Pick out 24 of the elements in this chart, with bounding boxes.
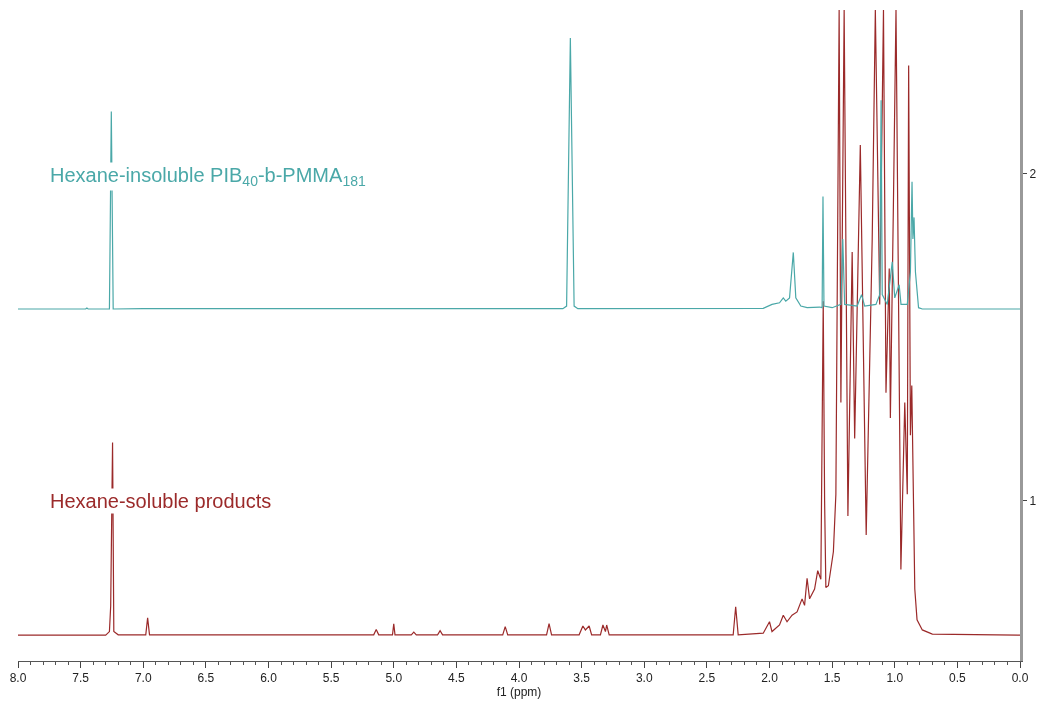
x-tick-label: 4.0 xyxy=(510,671,528,686)
x-tick-label: 4.5 xyxy=(448,671,466,686)
x-tick-label: 8.0 xyxy=(9,671,27,686)
x-tick-label: 5.0 xyxy=(385,671,403,686)
x-tick-label: 1.0 xyxy=(886,671,904,686)
x-tick-label: 1.5 xyxy=(823,671,841,686)
x-tick-label: 6.5 xyxy=(197,671,215,686)
x-tick-label: 0.0 xyxy=(1011,671,1029,686)
text: Hexane-insoluble PIB$_{40}$-b-PMMA$_{181}$ xyxy=(50,164,366,190)
x-tick-label: 5.5 xyxy=(322,671,340,686)
x-tick-label: 7.0 xyxy=(134,671,152,686)
x-tick-label: 3.5 xyxy=(573,671,591,686)
y-tick-label: 1 xyxy=(1029,493,1037,508)
x-tick-label: 2.0 xyxy=(761,671,779,686)
y-tick-label: 2 xyxy=(1029,166,1037,181)
x-tick-label: 6.0 xyxy=(260,671,278,686)
line-series xyxy=(18,37,1020,310)
x-axis-title: f1 (ppm) xyxy=(496,685,542,700)
text: Hexane-soluble products xyxy=(50,490,272,512)
x-tick-label: 7.5 xyxy=(72,671,90,686)
x-tick-label: 2.5 xyxy=(698,671,716,686)
x-tick-label: 3.0 xyxy=(635,671,653,686)
x-tick-label: 0.5 xyxy=(949,671,967,686)
line-series xyxy=(18,10,1020,636)
